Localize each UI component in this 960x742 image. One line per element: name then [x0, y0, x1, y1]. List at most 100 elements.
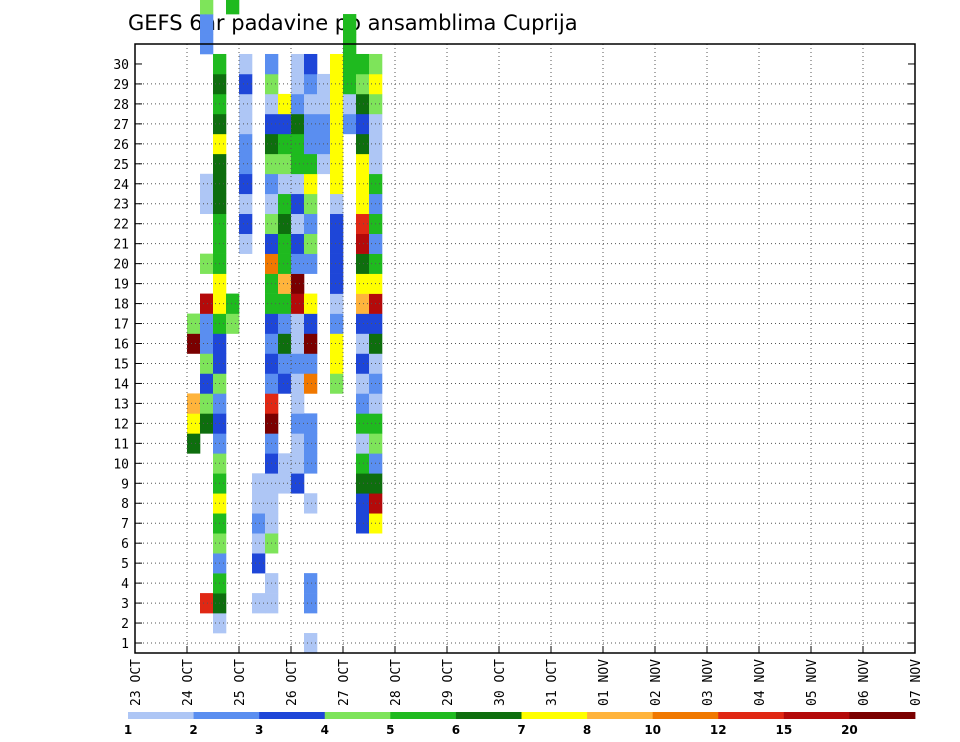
cell-step13-m28: [356, 73, 370, 95]
colorbar-swatch: [783, 712, 850, 719]
cell-step11-m27: [330, 93, 344, 115]
cell-step8-m8: [291, 473, 305, 494]
cell-step11-m13: [330, 373, 344, 394]
colorbar-label: 15: [775, 723, 792, 737]
cell-step5-m4: [252, 553, 266, 574]
cell-step11-m23: [330, 173, 344, 195]
cell-step0-m10: [187, 433, 201, 454]
cell-step9-m20: [304, 233, 318, 254]
cell-step13-m14: [356, 353, 370, 374]
x-tick-label: 06 NOV: [857, 659, 872, 706]
y-tick-label: 8: [121, 497, 129, 512]
x-tick-label: 01 NOV: [597, 659, 612, 706]
cell-step4-m20: [239, 233, 253, 254]
y-tick-label: 25: [113, 158, 129, 173]
cell-step8-m13: [291, 373, 305, 394]
x-axis: 23 OCT 24 OCT 25 OCT 26 OCT 27 OCT 28 OCT 29 O…: [129, 646, 924, 706]
cell-step1-m14: [200, 353, 214, 374]
cell-step8-m11: [291, 413, 305, 434]
cell-step13-m19: [356, 253, 370, 274]
cell-step9-m2: [304, 593, 318, 614]
data-cells: [187, 0, 383, 654]
gridlines: [135, 44, 915, 653]
cell-step7-m27: [278, 93, 292, 115]
cell-step13-m18: [356, 273, 370, 294]
y-tick-label: 4: [121, 577, 129, 592]
cell-step8-m25: [291, 133, 305, 155]
colorbar-label: 3: [255, 723, 263, 737]
cell-step9-m27: [304, 93, 318, 115]
cell-step7-m8: [278, 473, 292, 494]
cell-step13-m13: [356, 373, 370, 394]
cell-step1-m13: [200, 373, 214, 394]
cell-step1-m22: [200, 193, 214, 215]
x-tick-label: 27 OCT: [337, 659, 352, 706]
cell-step1-m2: [200, 593, 214, 614]
y-tick-label: 22: [113, 218, 129, 233]
cell-step13-m20: [356, 233, 370, 254]
cell-step1-m12: [200, 393, 214, 414]
cell-step9-m23: [304, 173, 318, 195]
cell-step11-m14: [330, 353, 344, 374]
colorbar-swatch: [193, 712, 260, 719]
y-tick-label: 21: [113, 238, 129, 253]
cell-step11-m19: [330, 253, 344, 274]
cell-step12-m28: [343, 73, 357, 95]
colorbar-swatch: [324, 712, 391, 719]
y-tick-label: 18: [113, 298, 129, 313]
y-tick-label: 30: [113, 58, 129, 73]
cell-step0-m11: [187, 413, 201, 434]
colorbar-label: 2: [189, 723, 197, 737]
cell-step13-m12: [356, 393, 370, 414]
colorbar-swatch: [259, 712, 326, 719]
colorbar-label: 10: [644, 723, 661, 737]
colorbar: 1 2 3 4 5 6 7 8 10 12 15 20: [124, 712, 916, 737]
cell-step13-m27: [356, 93, 370, 115]
colorbar-label: 12: [710, 723, 727, 737]
colorbar-swatch: [652, 712, 719, 719]
y-tick-label: 20: [113, 258, 129, 273]
cell-step8-m16: [291, 313, 305, 334]
cell-step8-m14: [291, 353, 305, 374]
cell-step0-m12: [187, 393, 201, 414]
cell-step9-m29: [304, 53, 318, 75]
cell-step13-m9: [356, 453, 370, 474]
colorbar-swatch: [718, 712, 785, 719]
cell-step8-m19: [291, 253, 305, 274]
cell-step8-m27: [291, 93, 305, 115]
x-tick-label: 28 OCT: [389, 659, 404, 706]
cell-step4-m27: [239, 93, 253, 115]
cell-step13-m26: [356, 113, 370, 135]
y-axis: 1234567891011121314151617181920212223242…: [113, 58, 915, 652]
cell-step9-m28: [304, 73, 318, 95]
cell-step12-m26: [343, 113, 357, 135]
cell-step7-m25: [278, 133, 292, 155]
cell-step12-m27: [343, 93, 357, 115]
cell-step3-m32: [226, 0, 240, 15]
cell-step9-m3: [304, 573, 318, 594]
cell-step1-m31: [200, 14, 214, 35]
y-tick-label: 1: [121, 637, 129, 652]
cell-step11-m21: [330, 213, 344, 234]
cell-step4-m28: [239, 73, 253, 95]
x-tick-label: 26 OCT: [285, 659, 300, 706]
cell-step1-m32: [200, 0, 214, 15]
cell-step8-m10: [291, 433, 305, 454]
y-tick-label: 14: [113, 377, 129, 392]
y-tick-label: 9: [121, 477, 129, 492]
cell-step7-m19: [278, 253, 292, 274]
colorbar-label: 4: [321, 723, 329, 737]
cell-step8-m21: [291, 213, 305, 234]
x-tick-label: 03 NOV: [701, 659, 716, 706]
cell-step8-m28: [291, 73, 305, 95]
cell-step8-m29: [291, 53, 305, 75]
y-tick-label: 6: [121, 537, 129, 552]
cell-step4-m29: [239, 53, 253, 75]
cell-step5-m6: [252, 513, 266, 534]
cell-step9-m13: [304, 373, 318, 394]
cell-step7-m13: [278, 373, 292, 394]
cell-step5-m5: [252, 533, 266, 554]
cell-step9-m26: [304, 113, 318, 135]
y-tick-label: 24: [113, 178, 129, 193]
cell-step8-m24: [291, 153, 305, 175]
